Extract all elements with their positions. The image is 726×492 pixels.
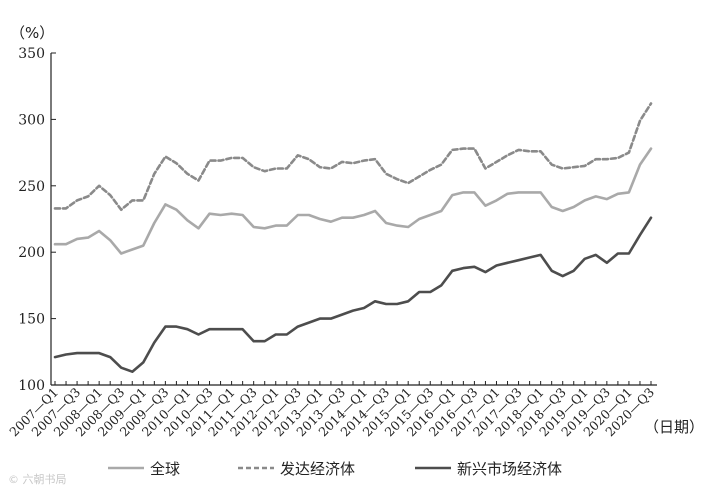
y-axis-title: （%） (10, 24, 54, 42)
series-line-3 (53, 216, 653, 374)
y-tick-label: 300 (18, 112, 45, 128)
y-tick-label: 350 (18, 46, 45, 62)
series-line-2 (53, 102, 653, 211)
x-axis-ticks: 2007—Q12007—Q32008—Q12008—Q32009—Q12009—… (6, 381, 657, 439)
chart-series (53, 102, 653, 374)
watermark-text: © 六朝书局 (8, 473, 67, 486)
y-tick-label: 200 (18, 245, 45, 261)
y-tick-label: 100 (18, 378, 45, 394)
x-axis-title: （日期） (644, 418, 704, 436)
y-tick-label: 250 (18, 179, 45, 195)
legend-label-1: 全球 (150, 460, 180, 478)
legend-label-3: 新兴市场经济体 (457, 460, 562, 478)
series-line-1 (53, 147, 653, 255)
y-tick-label: 150 (18, 312, 45, 328)
y-axis-ticks: 100 150 200 250 300 350 (18, 46, 56, 394)
legend-label-2: 发达经济体 (280, 460, 355, 478)
chart-axes (50, 53, 657, 386)
chart-legend: 全球 发达经济体 新兴市场经济体 (108, 460, 562, 478)
